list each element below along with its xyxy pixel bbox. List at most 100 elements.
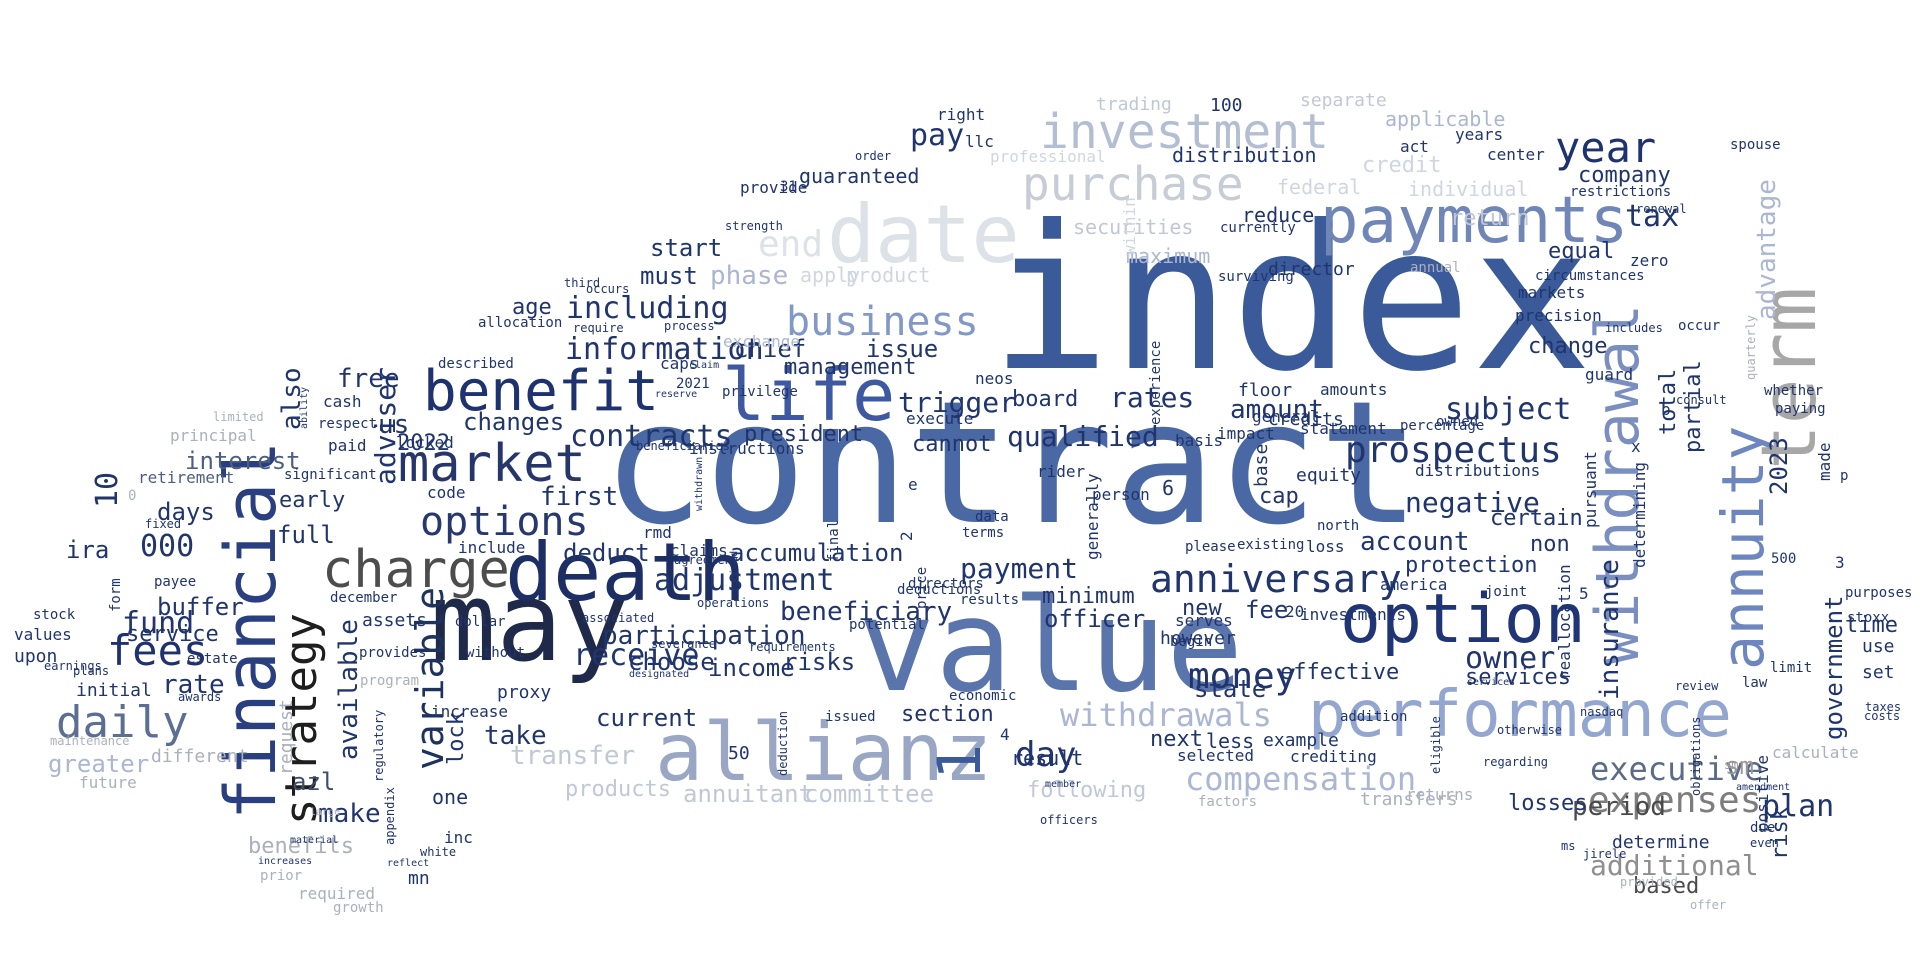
word-required: required — [298, 884, 375, 903]
word-provide: provide — [740, 178, 807, 197]
word-positive: positive — [1753, 755, 1772, 832]
word-product: product — [846, 263, 930, 287]
word-lock: lock — [444, 712, 469, 765]
word-proxy: proxy — [497, 682, 551, 703]
word-changes: changes — [463, 408, 564, 436]
word-amount: amount — [1230, 395, 1324, 425]
word-certain: certain — [1490, 506, 1583, 531]
word-reflect: reflect — [387, 858, 429, 869]
word-experience: experience — [1148, 341, 1164, 425]
word-section: section — [901, 702, 994, 727]
word-due: due — [1750, 820, 1775, 836]
word-floor: floor — [1238, 380, 1292, 401]
word-services: services — [1467, 677, 1515, 688]
word-locked: locked — [396, 433, 454, 452]
word-president: president — [744, 422, 863, 447]
word-upon: upon — [14, 646, 57, 667]
word-plans: plans — [73, 664, 109, 678]
word-next: next — [1150, 727, 1203, 752]
word-risk: risk — [1768, 807, 1793, 860]
word-officer: officer — [1044, 605, 1145, 633]
word-total: total — [1656, 369, 1681, 435]
word-days: days — [157, 498, 215, 526]
word-reduce: reduce — [1242, 203, 1314, 227]
word-0: 0 — [128, 488, 136, 504]
word-maintenance: maintenance — [50, 734, 129, 748]
word-based: based — [1633, 874, 1699, 899]
word-purchase: purchase — [1022, 157, 1244, 211]
word-pursuant: pursuant — [1581, 451, 1600, 528]
word-within: within — [1120, 197, 1139, 255]
word-large: large — [310, 807, 340, 818]
word-currently: currently — [1220, 220, 1296, 236]
word-products: products — [565, 777, 671, 802]
word-state: state — [1194, 675, 1266, 703]
word-end: end — [758, 224, 823, 265]
word-significant: significant — [284, 467, 377, 483]
word-act: act — [1400, 137, 1429, 156]
word-result: result — [1011, 746, 1083, 770]
word-addition: addition — [1340, 709, 1407, 725]
word-2023: 2023 — [1765, 437, 1793, 495]
word-occurs: occurs — [586, 282, 629, 296]
word-ability: ability — [299, 387, 310, 429]
word-may: may — [430, 558, 629, 686]
word-fund: fund — [122, 606, 194, 641]
word-tax: tax — [1625, 199, 1679, 234]
word-federal: federal — [1277, 175, 1361, 199]
word-000: 000 — [140, 529, 194, 564]
word-investments: investments — [1300, 605, 1406, 624]
word-begin: begin — [1170, 634, 1212, 650]
word-withdrawn: withdrawn — [694, 457, 705, 511]
word-potential: potential — [849, 617, 925, 633]
word-advantage: advantage — [1752, 179, 1782, 320]
word-choose: choose — [628, 648, 715, 676]
word-buffer: buffer — [157, 593, 244, 621]
word-phase: phase — [710, 261, 788, 291]
word-chief: chief — [734, 335, 806, 363]
word-fixed: fixed — [145, 517, 181, 531]
word-early: early — [279, 488, 345, 513]
word-zero: zero — [1630, 251, 1669, 270]
word-market: market — [398, 434, 586, 494]
word-north: north — [1317, 518, 1359, 534]
word-amendment: amendment — [1736, 782, 1790, 793]
word-government: government — [1820, 596, 1848, 741]
word-negative: negative — [1405, 486, 1540, 519]
word-execute: execute — [906, 409, 973, 428]
word-issued: issued — [825, 709, 876, 725]
word-amounts: amounts — [1320, 380, 1387, 399]
word-generally: generally — [1083, 473, 1102, 560]
word-deduct: deduct — [563, 539, 650, 567]
word-including: including — [566, 291, 729, 326]
word-annuitant: annuitant — [683, 780, 813, 808]
word-compensation: compensation — [1185, 760, 1416, 798]
word-taxes: taxes — [1865, 700, 1901, 714]
word-deduction: deduction — [776, 711, 790, 776]
word-qualified: qualified — [1007, 420, 1159, 453]
word-non: non — [1530, 532, 1570, 557]
word-caps: caps — [660, 354, 699, 373]
word-program: program — [360, 673, 419, 689]
word-made: made — [1815, 442, 1834, 481]
word-regulatory: regulatory — [372, 710, 386, 782]
word-executive: executive — [1590, 750, 1763, 788]
word-returns: returns — [1406, 785, 1473, 804]
word-variable: variable — [408, 587, 452, 770]
word-principal: principal — [170, 426, 257, 445]
word-cash: cash — [323, 392, 362, 411]
word-31: 31 — [780, 179, 797, 195]
word-december: december — [330, 590, 397, 606]
word-allocation: allocation — [478, 315, 562, 331]
word-company: company — [1578, 163, 1671, 188]
word-trading: trading — [1096, 94, 1172, 115]
word-rate: rate — [162, 670, 225, 700]
word-p: p — [1840, 468, 1848, 484]
word-results: results — [960, 592, 1019, 608]
word-following: following — [1027, 778, 1146, 803]
word-strategy: strategy — [276, 613, 327, 825]
word-costs: costs — [1864, 709, 1900, 723]
word-instructions: instructions — [689, 439, 805, 458]
word-white: white — [420, 845, 456, 859]
